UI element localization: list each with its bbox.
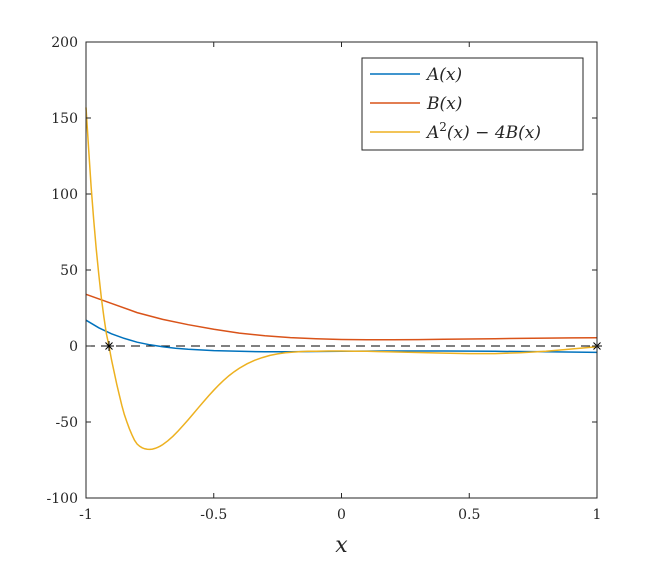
- y-tick-label: 100: [51, 187, 78, 203]
- ticks: -1 -0.5 0 0.5 1 -100 -50 0 50 100 150 200: [47, 35, 602, 523]
- y-tick-label: -100: [47, 491, 78, 507]
- plot-lines: [85, 107, 602, 451]
- y-tick-label: 150: [51, 111, 78, 127]
- y-tick-label: 200: [51, 35, 78, 51]
- x-tick-label: -0.5: [200, 507, 227, 523]
- y-tick-label: -50: [55, 415, 78, 431]
- x-tick-label: 1: [593, 507, 602, 523]
- y-tick-label: 0: [69, 339, 78, 355]
- legend-label: A(x): [425, 65, 462, 85]
- series-line-0: [85, 319, 598, 354]
- legend: A(x) B(x) A2(x) − 4B(x): [361, 57, 584, 151]
- x-axis-label: x: [335, 533, 348, 558]
- x-tick-label: -1: [79, 507, 93, 523]
- series-line-1: [85, 293, 598, 341]
- series-line-2: [85, 107, 598, 451]
- x-tick-label: 0: [337, 507, 346, 523]
- x-tick-label: 0.5: [458, 507, 480, 523]
- legend-label: A2(x) − 4B(x): [425, 120, 541, 143]
- legend-label: B(x): [426, 94, 462, 114]
- root-marker: [103, 341, 114, 351]
- y-tick-label: 50: [60, 263, 78, 279]
